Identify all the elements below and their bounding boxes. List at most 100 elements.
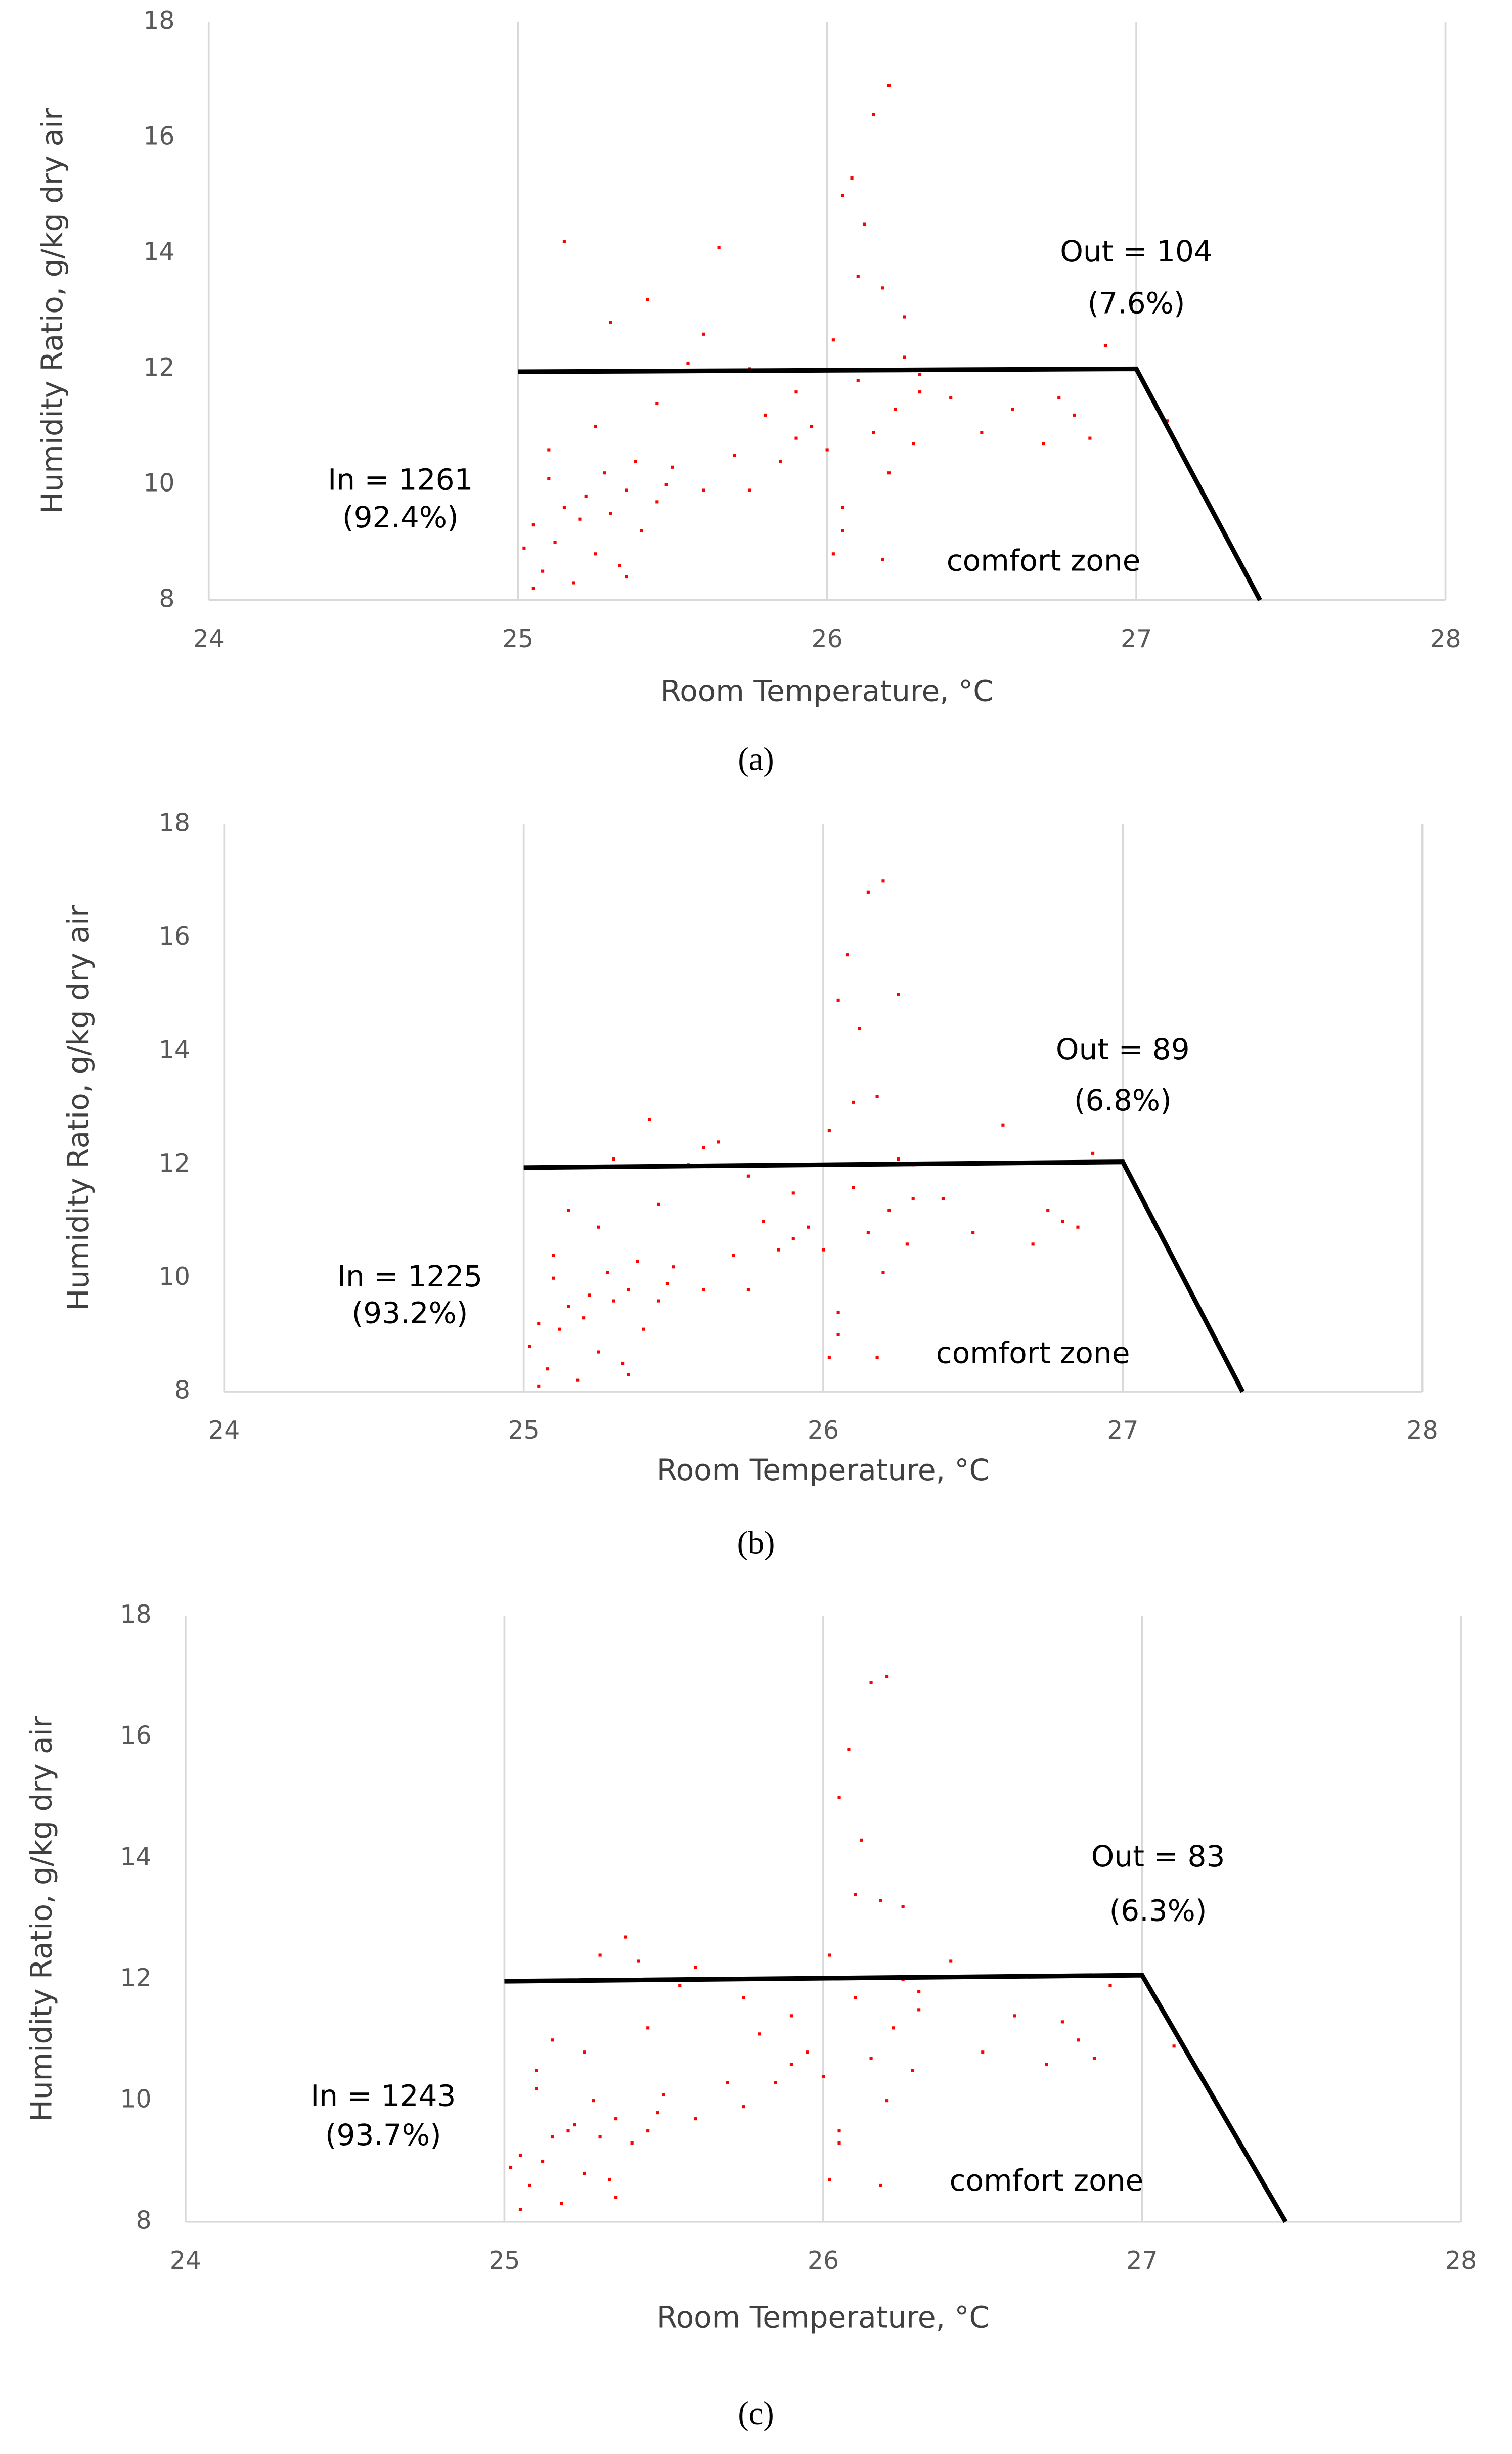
point — [853, 1996, 857, 1999]
annotation: comfort zone — [950, 2163, 1144, 2198]
point — [646, 2129, 650, 2133]
point — [917, 1990, 921, 1993]
point — [701, 332, 705, 336]
point — [1091, 1151, 1095, 1155]
point — [657, 1299, 660, 1303]
point — [887, 471, 891, 475]
point — [794, 436, 798, 440]
x-tick-label: 27 — [1121, 624, 1152, 653]
point — [612, 1157, 615, 1161]
annotation: comfort zone — [936, 1335, 1130, 1370]
annotation: comfort zone — [947, 544, 1141, 578]
point — [560, 2202, 563, 2205]
point — [717, 1140, 720, 1144]
annotation: (6.3%) — [1109, 1894, 1207, 1928]
comfort-boundary — [504, 1973, 1288, 2223]
point — [852, 1186, 855, 1189]
point — [905, 1242, 909, 1246]
point — [646, 2026, 650, 2030]
point — [627, 1288, 631, 1291]
point — [648, 1118, 651, 1121]
point — [789, 2063, 793, 2066]
point — [1045, 2063, 1048, 2066]
annotation: In = 1225 — [337, 1259, 482, 1293]
point — [646, 298, 650, 301]
point — [892, 2026, 895, 2030]
point — [911, 1197, 915, 1200]
point — [572, 581, 575, 585]
point — [746, 1288, 750, 1291]
point — [665, 1282, 670, 1285]
point — [640, 529, 643, 532]
point — [612, 1299, 615, 1303]
annotation: (93.2%) — [352, 1296, 468, 1330]
point — [852, 1100, 855, 1104]
point — [1108, 1984, 1112, 1987]
point — [971, 1231, 975, 1234]
point — [764, 413, 767, 417]
x-tick-label: 27 — [1107, 1416, 1138, 1445]
x-axis-label: Room Temperature, °C — [657, 1453, 990, 1487]
point — [1042, 442, 1045, 446]
point — [567, 1208, 570, 1212]
point — [1166, 419, 1169, 423]
point — [537, 1322, 541, 1325]
annotation: In = 1261 — [328, 462, 473, 497]
x-tick-label: 24 — [193, 624, 225, 653]
point — [941, 1197, 945, 1200]
annotation: In = 1243 — [310, 2078, 456, 2113]
point — [841, 506, 844, 509]
point — [609, 321, 612, 324]
point — [897, 1157, 900, 1161]
point — [518, 2208, 522, 2211]
point — [853, 1893, 857, 1896]
point — [980, 431, 984, 434]
point — [671, 465, 674, 469]
point — [541, 2159, 545, 2163]
point — [748, 488, 751, 492]
point — [637, 1959, 640, 1963]
point — [625, 575, 628, 579]
point — [912, 442, 915, 446]
caption: (b) — [737, 1525, 775, 1561]
point — [694, 2117, 697, 2121]
point — [592, 2099, 596, 2103]
point — [774, 2081, 777, 2084]
point — [1077, 2038, 1080, 2042]
point — [636, 1259, 639, 1263]
point — [603, 471, 606, 475]
point — [828, 2177, 831, 2181]
point — [562, 240, 566, 243]
x-tick-label: 26 — [808, 2246, 839, 2275]
point — [742, 2105, 745, 2109]
point — [850, 176, 854, 180]
point — [642, 1327, 645, 1331]
point — [625, 488, 628, 492]
point — [828, 1953, 831, 1957]
point — [779, 460, 782, 463]
point — [686, 361, 690, 365]
point — [794, 390, 798, 394]
point — [593, 552, 597, 556]
point — [584, 494, 588, 498]
x-tick-label: 26 — [808, 1416, 839, 1445]
point — [1046, 1208, 1050, 1212]
point — [1057, 396, 1061, 399]
point — [825, 448, 829, 452]
point — [655, 500, 659, 504]
point — [897, 993, 900, 996]
point — [856, 379, 860, 382]
point — [614, 2117, 618, 2121]
point — [881, 558, 884, 561]
point — [1088, 436, 1092, 440]
annotation: Out = 83 — [1091, 1839, 1225, 1873]
point — [624, 1935, 628, 1939]
point — [1073, 413, 1076, 417]
point — [578, 517, 582, 521]
point — [1061, 1220, 1064, 1223]
y-tick-label: 12 — [159, 1149, 190, 1178]
point — [827, 1129, 831, 1133]
point — [657, 1202, 660, 1206]
point — [664, 483, 668, 486]
point — [552, 1254, 555, 1257]
